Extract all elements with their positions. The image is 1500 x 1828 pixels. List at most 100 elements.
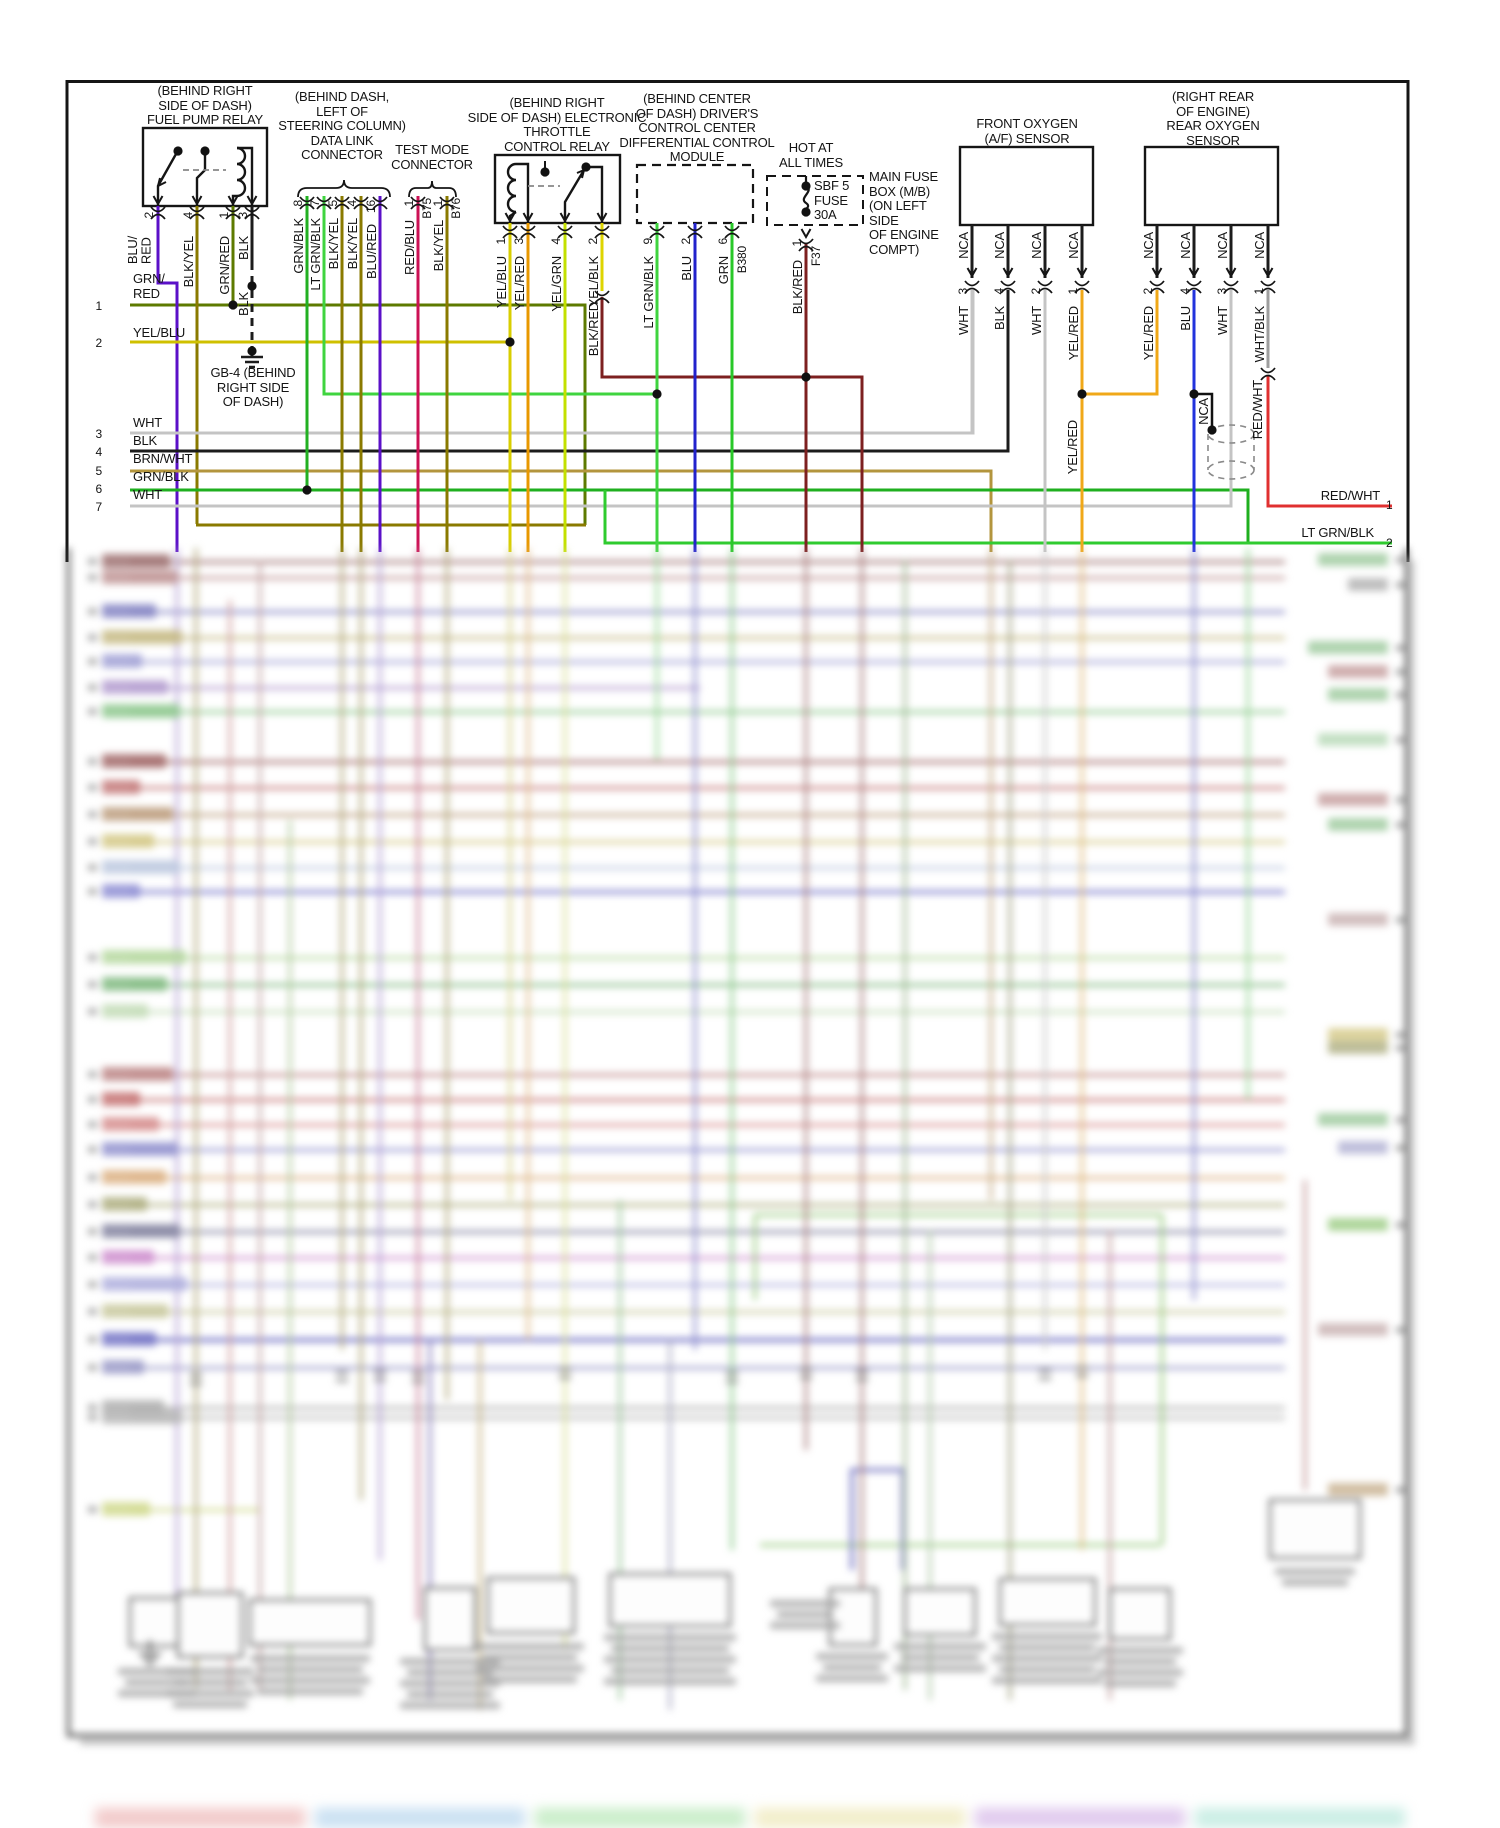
ro2-pin3-color: WHT	[1215, 306, 1230, 335]
fuse-ref-f37: F37	[809, 246, 823, 267]
junctions-and-connectors	[150, 146, 1276, 495]
left-wire2-color: YEL/BLU	[133, 325, 186, 340]
left-wire1-number: 1	[95, 299, 103, 313]
left-wire4-number: 4	[95, 445, 103, 459]
dlc-pin4-color: BLK/YEL	[345, 218, 360, 270]
yelred-joint-label: YEL/RED	[1065, 420, 1080, 475]
fp-pin4-color: BLK/YEL	[181, 236, 196, 288]
fo2-pin4-number: 4	[992, 288, 1006, 295]
hot-at-all-times-label: HOT AT ALL TIMES	[779, 140, 843, 170]
redwht-vertical-label: RED/WHT	[1250, 380, 1265, 440]
fuse-rating-label: SBF 5 FUSE 30A	[814, 178, 850, 222]
dlc-pin4-number: 4	[345, 200, 359, 207]
left-wire1-color: GRN/ RED	[133, 271, 165, 301]
fp-pin1-color: GRN/RED	[217, 236, 232, 295]
rear-oxygen-sensor-box	[1143, 145, 1280, 227]
dlc-brace	[297, 179, 391, 198]
tmc-pin2-number: 1	[431, 200, 445, 207]
fo2-pin3-number: 3	[956, 288, 970, 295]
fp-pin4-number: 4	[181, 212, 195, 219]
front-oxygen-sensor-title: FRONT OXYGEN (A/F) SENSOR	[976, 116, 1078, 146]
dlc-pin7-number: 7	[308, 200, 322, 207]
fo2-pin2-number: 2	[1029, 288, 1043, 295]
fuel-pump-relay-symbol	[141, 126, 269, 208]
fo2-pin2-color: WHT	[1029, 306, 1044, 335]
ro2-pin1-number: 1	[1252, 288, 1266, 295]
ro2-pin3-number: 3	[1215, 288, 1229, 295]
dccm-pin6-color: GRN	[716, 256, 731, 285]
nca-stub-label: NCA	[1196, 398, 1211, 425]
right-wire1-number: 1	[1386, 498, 1393, 512]
etc-pin2-number: 2	[586, 238, 600, 245]
left-wire6-number: 6	[95, 482, 103, 496]
tmc-pin1-color: RED/BLU	[402, 220, 417, 275]
left-wire4-color: BLK	[133, 433, 157, 448]
etc-inline-blkred-label: BLK/RED	[586, 302, 601, 357]
dccm-pin9-number: 9	[641, 238, 655, 245]
left-wire3-number: 3	[95, 427, 103, 441]
left-wire2-number: 2	[95, 336, 103, 350]
fp-pin1-number: 1	[217, 212, 231, 219]
fo2-pin4-color: BLK	[992, 306, 1007, 330]
ground-gb4-label: GB-4 (BEHIND RIGHT SIDE OF DASH)	[210, 365, 296, 409]
etc-pin4-number: 4	[549, 238, 563, 245]
dlc-title: (BEHIND DASH, LEFT OF STEERING COLUMN) D…	[278, 89, 406, 162]
dlc-pin8-number: 8	[291, 200, 305, 207]
left-wire6-color: GRN/BLK	[133, 469, 189, 484]
ro2-pin4-color: BLU	[1178, 306, 1193, 331]
ground-wire-color: BLK	[236, 292, 251, 316]
etc-relay-title: (BEHIND RIGHT SIDE OF DASH) ELECTRONIC T…	[467, 95, 647, 154]
fuse-wire-color: BLK/RED	[790, 260, 805, 315]
tmc-pin1-number: 1	[402, 200, 416, 207]
dlc-pin7-color: LT GRN/BLK	[308, 218, 323, 291]
dlc-pin5-color: BLK/YEL	[326, 218, 341, 270]
tmc-brace	[408, 180, 457, 198]
right-wire1-color: RED/WHT	[1320, 488, 1380, 503]
left-wire3-color: WHT	[133, 415, 162, 430]
diagram-frame	[65, 80, 1410, 562]
fp-pin2-number: 2	[142, 212, 156, 219]
fo2-nca-label: NCA	[956, 232, 971, 259]
tmc-pin2-color: BLK/YEL	[431, 220, 446, 272]
wire-runs	[130, 196, 1392, 552]
left-wire7-color: WHT	[133, 487, 162, 502]
fuel-pump-relay-title: (BEHIND RIGHT SIDE OF DASH) FUEL PUMP RE…	[147, 83, 263, 127]
tmc-ref-b76: B76	[449, 198, 463, 219]
etc-pin2-color: YEL/BLK	[586, 256, 601, 308]
etc-pin4-color: YEL/GRN	[549, 256, 564, 312]
ro2-pin2-number: 2	[1141, 288, 1155, 295]
shield-symbol	[1207, 424, 1255, 480]
right-wire2-number: 2	[1386, 536, 1393, 550]
dlc-pin5-number: 5	[326, 200, 340, 207]
fo2-nca-label: NCA	[1066, 232, 1081, 259]
ro2-pin2-color: YEL/RED	[1141, 306, 1156, 361]
ro2-pin1-color: WHT/BLK	[1252, 306, 1267, 363]
fp-pin3-number: 3	[236, 212, 250, 219]
dccm-pin9-color: LT GRN/BLK	[641, 256, 656, 329]
rear-oxygen-sensor-title: (RIGHT REAR OF ENGINE) REAR OXYGEN SENSO…	[1166, 89, 1260, 148]
dccm-title: (BEHIND CENTER OF DASH) DRIVER'S CONTROL…	[619, 91, 775, 164]
right-wire2-color: LT GRN/BLK	[1301, 525, 1374, 540]
ro2-nca-label: NCA	[1252, 232, 1267, 259]
dlc-pin16-color: BLU/RED	[364, 224, 379, 279]
fo2-nca-label: NCA	[992, 232, 1007, 259]
dccm-box	[635, 163, 755, 225]
fuse-symbol	[802, 176, 810, 214]
dccm-ref-b380: B380	[735, 246, 749, 274]
fp-pin2-color: BLU/ RED	[125, 236, 154, 265]
etc-pin3-number: 3	[512, 238, 526, 245]
front-oxygen-sensor-box	[958, 145, 1095, 227]
main-fuse-box-label: MAIN FUSE BOX (M/B) (ON LEFT SIDE OF ENG…	[869, 169, 939, 257]
etc-pin1-color: YEL/BLU	[494, 256, 509, 309]
ro2-nca-label: NCA	[1141, 232, 1156, 259]
main-fuse-box	[766, 175, 864, 226]
dlc-pin16-number: 16	[364, 200, 378, 213]
etc-pin1-number: 1	[494, 238, 508, 245]
dccm-pin2-color: BLU	[679, 256, 694, 281]
left-wire7-number: 7	[95, 500, 103, 514]
ro2-nca-label: NCA	[1178, 232, 1193, 259]
fuse-pin-number: 1	[790, 240, 804, 247]
tmc-title: TEST MODE CONNECTOR	[391, 142, 473, 172]
